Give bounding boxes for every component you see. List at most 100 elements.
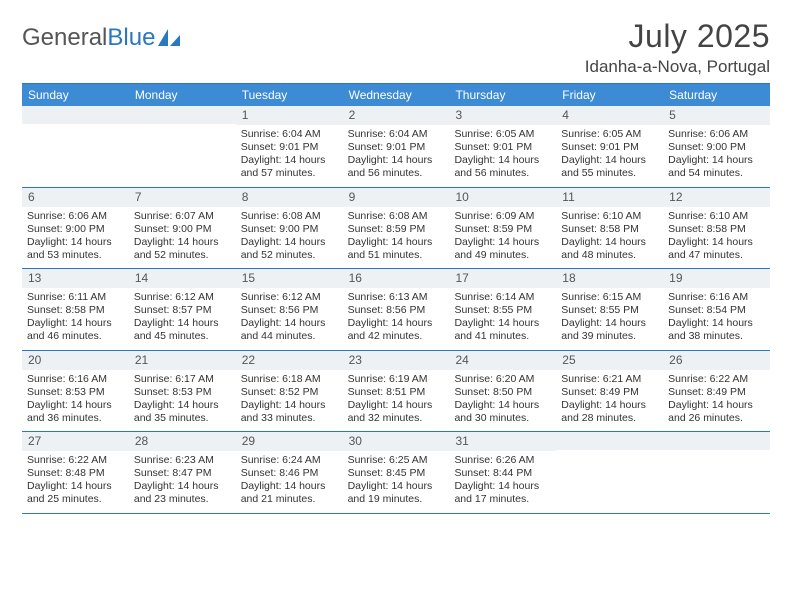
day-number: 15 <box>236 269 343 288</box>
day-line: Sunset: 8:44 PM <box>454 467 551 480</box>
day-line: Sunset: 8:54 PM <box>668 304 765 317</box>
title-block: July 2025 Idanha-a-Nova, Portugal <box>585 18 770 77</box>
dow-row: Sunday Monday Tuesday Wednesday Thursday… <box>22 84 770 106</box>
day-cell: 11Sunrise: 6:10 AMSunset: 8:58 PMDayligh… <box>556 188 663 269</box>
day-line: Sunset: 8:58 PM <box>561 223 658 236</box>
day-cell: 15Sunrise: 6:12 AMSunset: 8:56 PMDayligh… <box>236 269 343 350</box>
day-cell <box>129 106 236 187</box>
day-body: Sunrise: 6:04 AMSunset: 9:01 PMDaylight:… <box>236 125 343 187</box>
day-cell <box>663 432 770 513</box>
day-body: Sunrise: 6:22 AMSunset: 8:48 PMDaylight:… <box>22 451 129 513</box>
day-line: Daylight: 14 hours <box>348 399 445 412</box>
day-line: and 30 minutes. <box>454 412 551 425</box>
day-body: Sunrise: 6:16 AMSunset: 8:54 PMDaylight:… <box>663 288 770 350</box>
day-line: Sunset: 9:00 PM <box>241 223 338 236</box>
day-line: Sunrise: 6:12 AM <box>241 291 338 304</box>
day-body: Sunrise: 6:24 AMSunset: 8:46 PMDaylight:… <box>236 451 343 513</box>
day-number: 21 <box>129 351 236 370</box>
day-cell: 5Sunrise: 6:06 AMSunset: 9:00 PMDaylight… <box>663 106 770 187</box>
day-body: Sunrise: 6:06 AMSunset: 9:00 PMDaylight:… <box>663 125 770 187</box>
day-line: and 19 minutes. <box>348 493 445 506</box>
day-number: 26 <box>663 351 770 370</box>
day-line: and 33 minutes. <box>241 412 338 425</box>
day-number: 17 <box>449 269 556 288</box>
day-number: 31 <box>449 432 556 451</box>
day-line: Daylight: 14 hours <box>668 399 765 412</box>
day-line: and 47 minutes. <box>668 249 765 262</box>
day-line: and 56 minutes. <box>348 167 445 180</box>
day-line: Daylight: 14 hours <box>27 236 124 249</box>
day-body: Sunrise: 6:06 AMSunset: 9:00 PMDaylight:… <box>22 207 129 269</box>
day-line: Sunrise: 6:14 AM <box>454 291 551 304</box>
day-line: Daylight: 14 hours <box>27 399 124 412</box>
day-line: Sunrise: 6:04 AM <box>241 128 338 141</box>
day-cell: 8Sunrise: 6:08 AMSunset: 9:00 PMDaylight… <box>236 188 343 269</box>
day-body: Sunrise: 6:18 AMSunset: 8:52 PMDaylight:… <box>236 370 343 432</box>
day-line: Daylight: 14 hours <box>348 480 445 493</box>
day-number: 27 <box>22 432 129 451</box>
day-number: 18 <box>556 269 663 288</box>
day-cell: 27Sunrise: 6:22 AMSunset: 8:48 PMDayligh… <box>22 432 129 513</box>
day-line: Sunset: 8:48 PM <box>27 467 124 480</box>
day-number: 23 <box>343 351 450 370</box>
day-cell: 18Sunrise: 6:15 AMSunset: 8:55 PMDayligh… <box>556 269 663 350</box>
day-cell: 22Sunrise: 6:18 AMSunset: 8:52 PMDayligh… <box>236 351 343 432</box>
day-number: 3 <box>449 106 556 125</box>
day-cell: 30Sunrise: 6:25 AMSunset: 8:45 PMDayligh… <box>343 432 450 513</box>
day-number: 6 <box>22 188 129 207</box>
day-line: and 25 minutes. <box>27 493 124 506</box>
day-line: Sunset: 9:01 PM <box>348 141 445 154</box>
day-body: Sunrise: 6:11 AMSunset: 8:58 PMDaylight:… <box>22 288 129 350</box>
month-title: July 2025 <box>585 18 770 55</box>
day-number <box>129 106 236 124</box>
day-number: 25 <box>556 351 663 370</box>
day-line: Daylight: 14 hours <box>561 236 658 249</box>
day-line: Sunrise: 6:08 AM <box>348 210 445 223</box>
week-row: 27Sunrise: 6:22 AMSunset: 8:48 PMDayligh… <box>22 432 770 514</box>
day-number: 13 <box>22 269 129 288</box>
day-line: Sunrise: 6:23 AM <box>134 454 231 467</box>
day-line: and 45 minutes. <box>134 330 231 343</box>
day-body: Sunrise: 6:12 AMSunset: 8:56 PMDaylight:… <box>236 288 343 350</box>
day-line: Sunset: 8:51 PM <box>348 386 445 399</box>
location: Idanha-a-Nova, Portugal <box>585 57 770 77</box>
day-line: and 21 minutes. <box>241 493 338 506</box>
day-line: Daylight: 14 hours <box>134 317 231 330</box>
logo-text-1: General <box>22 24 107 52</box>
day-body: Sunrise: 6:12 AMSunset: 8:57 PMDaylight:… <box>129 288 236 350</box>
day-body: Sunrise: 6:19 AMSunset: 8:51 PMDaylight:… <box>343 370 450 432</box>
day-body: Sunrise: 6:09 AMSunset: 8:59 PMDaylight:… <box>449 207 556 269</box>
day-cell: 23Sunrise: 6:19 AMSunset: 8:51 PMDayligh… <box>343 351 450 432</box>
day-number <box>556 432 663 450</box>
day-cell: 20Sunrise: 6:16 AMSunset: 8:53 PMDayligh… <box>22 351 129 432</box>
day-body: Sunrise: 6:08 AMSunset: 8:59 PMDaylight:… <box>343 207 450 269</box>
day-line: and 36 minutes. <box>27 412 124 425</box>
day-number: 16 <box>343 269 450 288</box>
day-line: Sunset: 9:00 PM <box>27 223 124 236</box>
day-body: Sunrise: 6:26 AMSunset: 8:44 PMDaylight:… <box>449 451 556 513</box>
day-line: Sunrise: 6:11 AM <box>27 291 124 304</box>
day-cell: 28Sunrise: 6:23 AMSunset: 8:47 PMDayligh… <box>129 432 236 513</box>
day-body: Sunrise: 6:20 AMSunset: 8:50 PMDaylight:… <box>449 370 556 432</box>
day-line: Daylight: 14 hours <box>241 399 338 412</box>
day-line: Sunrise: 6:22 AM <box>668 373 765 386</box>
day-line: Sunset: 9:01 PM <box>454 141 551 154</box>
day-line: Daylight: 14 hours <box>241 317 338 330</box>
day-line: Daylight: 14 hours <box>454 236 551 249</box>
day-cell: 1Sunrise: 6:04 AMSunset: 9:01 PMDaylight… <box>236 106 343 187</box>
day-line: and 48 minutes. <box>561 249 658 262</box>
day-line: Sunrise: 6:06 AM <box>27 210 124 223</box>
day-line: Daylight: 14 hours <box>668 317 765 330</box>
day-line: Daylight: 14 hours <box>454 399 551 412</box>
day-line: and 55 minutes. <box>561 167 658 180</box>
day-line: Daylight: 14 hours <box>561 399 658 412</box>
day-body: Sunrise: 6:22 AMSunset: 8:49 PMDaylight:… <box>663 370 770 432</box>
day-body: Sunrise: 6:10 AMSunset: 8:58 PMDaylight:… <box>556 207 663 269</box>
day-number: 20 <box>22 351 129 370</box>
day-cell: 7Sunrise: 6:07 AMSunset: 9:00 PMDaylight… <box>129 188 236 269</box>
day-line: Daylight: 14 hours <box>348 236 445 249</box>
day-number: 10 <box>449 188 556 207</box>
dow-fri: Friday <box>556 84 663 106</box>
day-cell: 19Sunrise: 6:16 AMSunset: 8:54 PMDayligh… <box>663 269 770 350</box>
day-line: Sunset: 8:52 PM <box>241 386 338 399</box>
